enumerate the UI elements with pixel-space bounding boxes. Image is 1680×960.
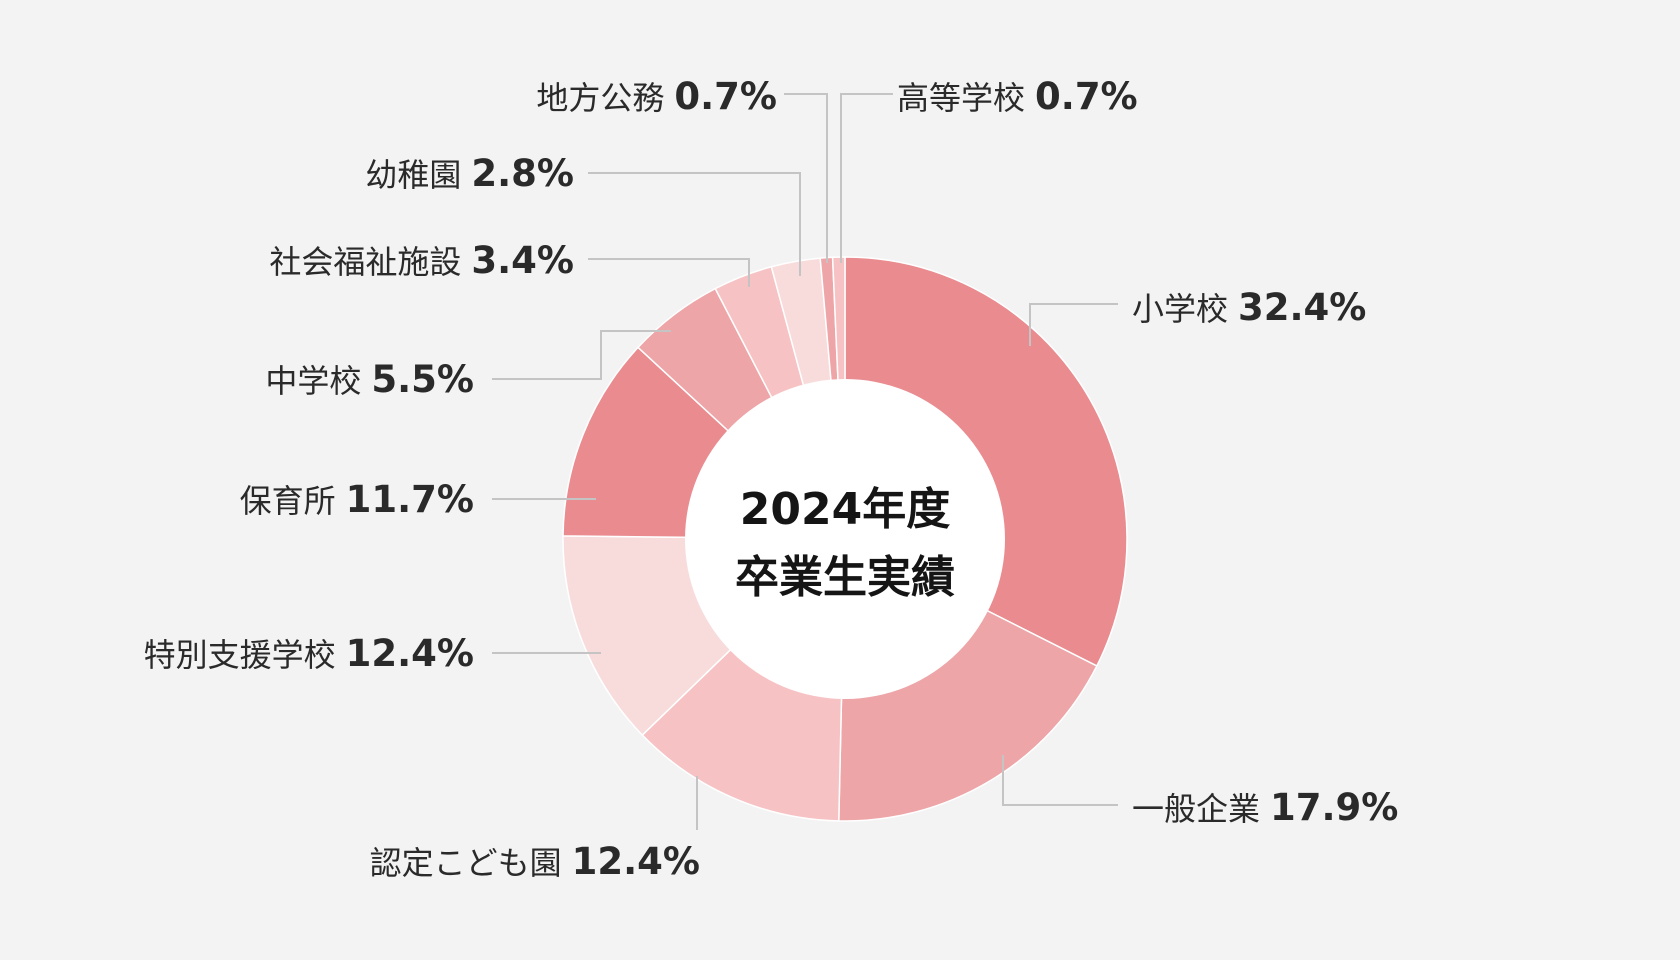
leader-line	[588, 172, 801, 276]
slice-label-name: 地方公務	[536, 79, 664, 117]
slice-label: 高等学校 0.7%	[897, 75, 1138, 118]
slice-label-name: 中学校	[265, 362, 361, 400]
slice-label-value: 0.7%	[674, 75, 777, 118]
slice-label-value: 0.7%	[1035, 75, 1138, 118]
labels-layer: 小学校 32.4% 一般企業 17.9% 認定こども園 12.4% 特別支援学校 12.4% 保…	[144, 75, 1399, 883]
slice-label-value: 17.9%	[1270, 786, 1398, 829]
slice-label: 一般企業 17.9%	[1132, 786, 1398, 829]
slice-label-value: 12.4%	[572, 840, 700, 883]
leader-line	[1002, 755, 1118, 806]
slice-label: 地方公務 0.7%	[536, 75, 777, 118]
slice-label-name: 幼稚園	[365, 156, 461, 194]
center-title-line-2: 卒業生実績	[735, 552, 955, 603]
slice-label: 小学校 32.4%	[1132, 286, 1366, 329]
slice-label: 特別支援学校 12.4%	[144, 632, 474, 675]
leader-line	[1029, 303, 1118, 346]
slice-label-value: 2.8%	[471, 152, 574, 195]
slice-label: 社会福祉施設 3.4%	[269, 239, 574, 282]
center-title-line-1: 2024年度	[740, 484, 950, 535]
slice-label-name: 小学校	[1132, 290, 1228, 328]
leader-lines-layer	[492, 93, 1118, 830]
slice-label: 保育所 11.7%	[240, 478, 474, 521]
slice-label-name: 認定こども園	[370, 844, 562, 882]
slice-label-name: 社会福祉施設	[269, 243, 461, 281]
leader-line	[784, 93, 828, 263]
slice-label-value: 11.7%	[346, 478, 474, 521]
slice-label-name: 保育所	[240, 482, 336, 520]
leader-line	[492, 330, 671, 380]
slice-label-value: 3.4%	[471, 239, 574, 282]
slice-label-name: 高等学校	[897, 79, 1025, 117]
leader-line	[840, 93, 893, 263]
slice-label: 認定こども園 12.4%	[370, 840, 700, 883]
slice-label: 中学校 5.5%	[265, 358, 474, 401]
donut-center-hole	[685, 379, 1005, 699]
slice-label-value: 12.4%	[346, 632, 474, 675]
slice-label-name: 一般企業	[1132, 790, 1260, 828]
slice-label: 幼稚園 2.8%	[365, 152, 574, 195]
leader-line	[588, 258, 750, 287]
slice-label-value: 32.4%	[1238, 286, 1366, 329]
slice-label-value: 5.5%	[371, 358, 474, 401]
slice-label-name: 特別支援学校	[144, 636, 336, 674]
